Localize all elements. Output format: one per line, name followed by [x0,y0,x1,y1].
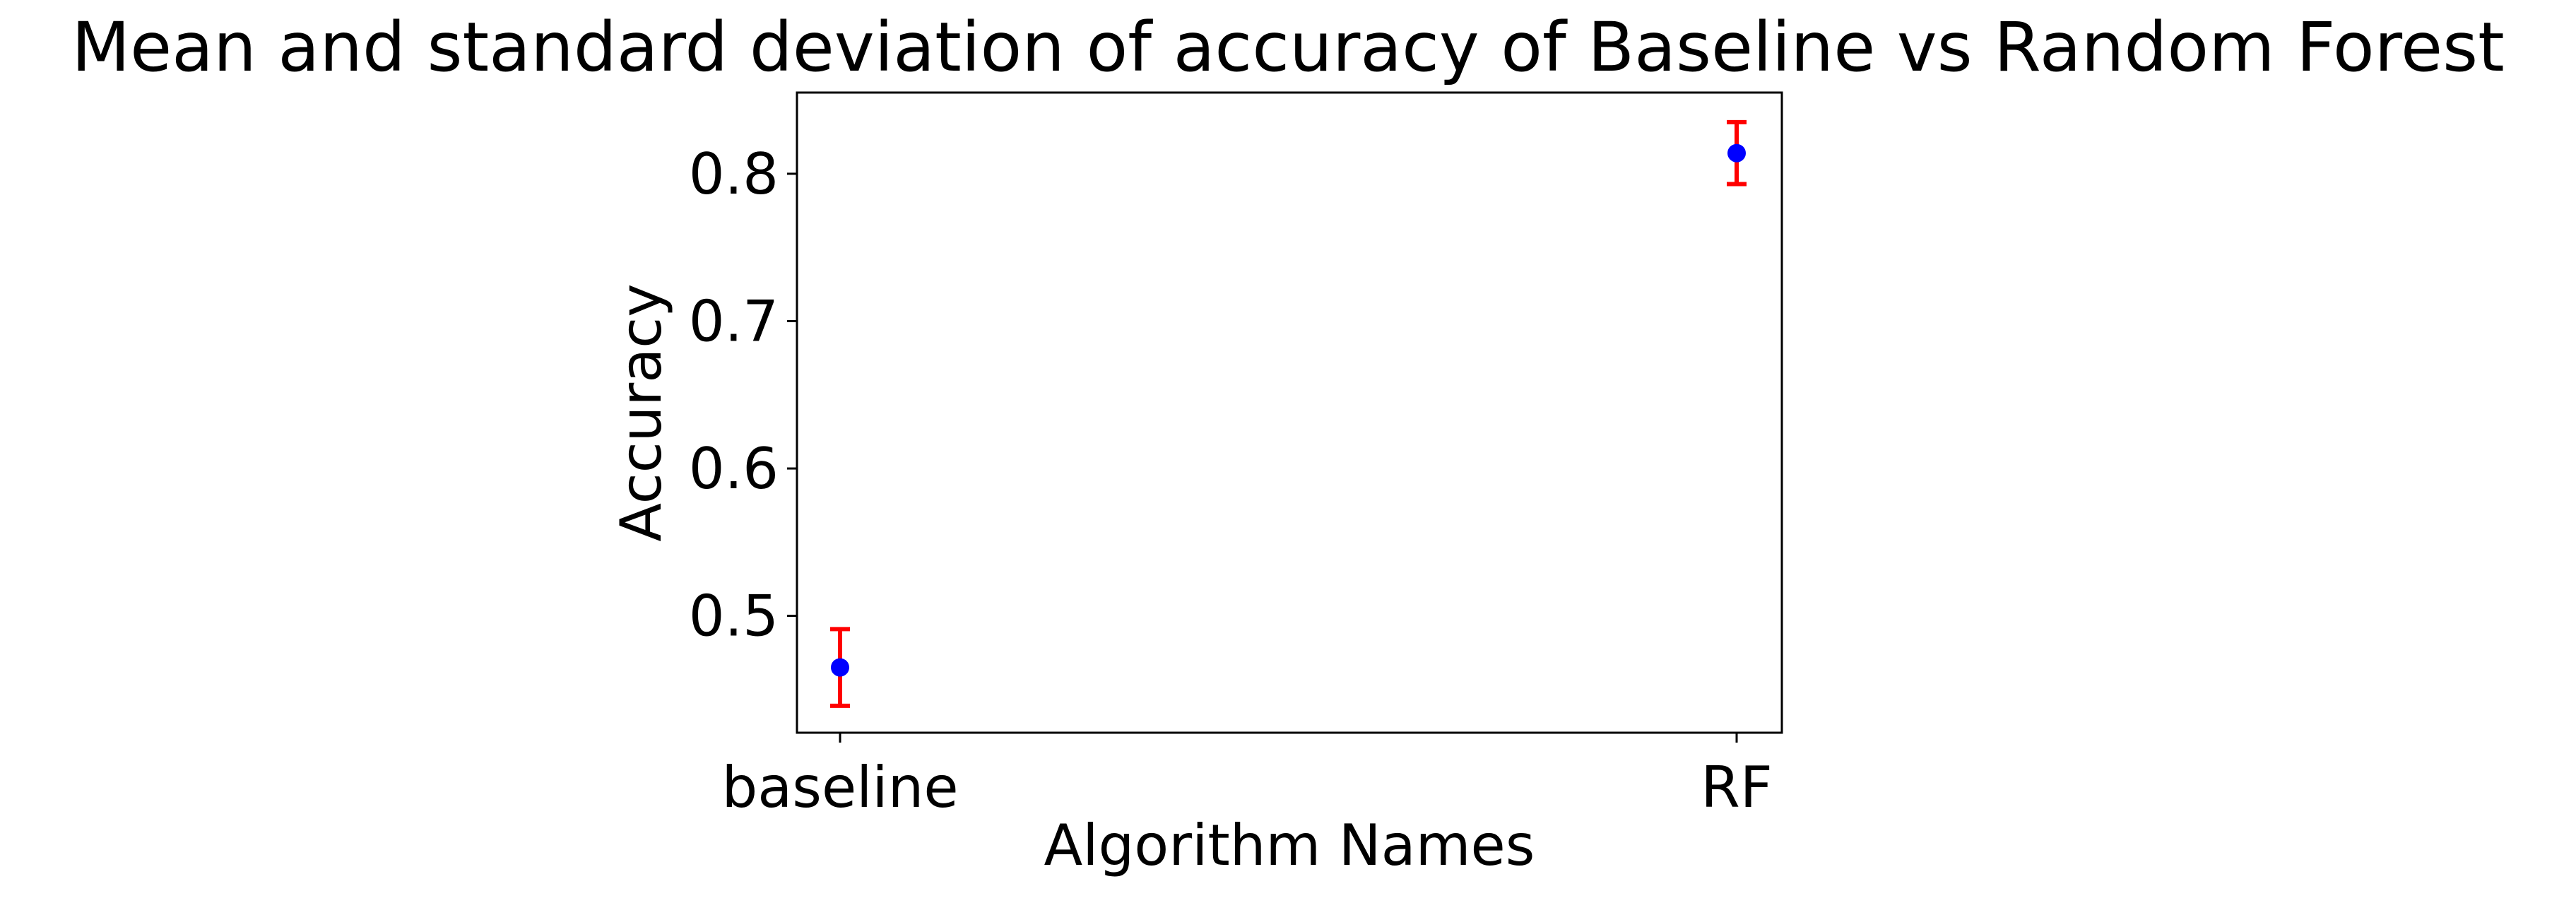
data-marks [830,119,1747,708]
y-axis-label: Accuracy [608,283,674,541]
x-axis-label: Algorithm Names [1044,813,1535,878]
y-tick-label: 0.8 [689,141,779,207]
data-point [1727,143,1746,163]
chart-title: Mean and standard deviation of accuracy … [71,8,2504,87]
data-point [831,658,849,677]
y-tick-label: 0.7 [689,288,779,354]
y-axis-ticks: 0.5 0.6 0.7 0.8 [689,141,797,649]
y-tick-label: 0.5 [689,584,779,649]
y-tick-label: 0.6 [689,436,779,502]
plot-area-frame [796,91,1783,734]
x-axis-ticks: baseline RF [721,733,1773,820]
x-tick-label: RF [1701,755,1773,820]
x-tick-label: baseline [721,755,958,820]
